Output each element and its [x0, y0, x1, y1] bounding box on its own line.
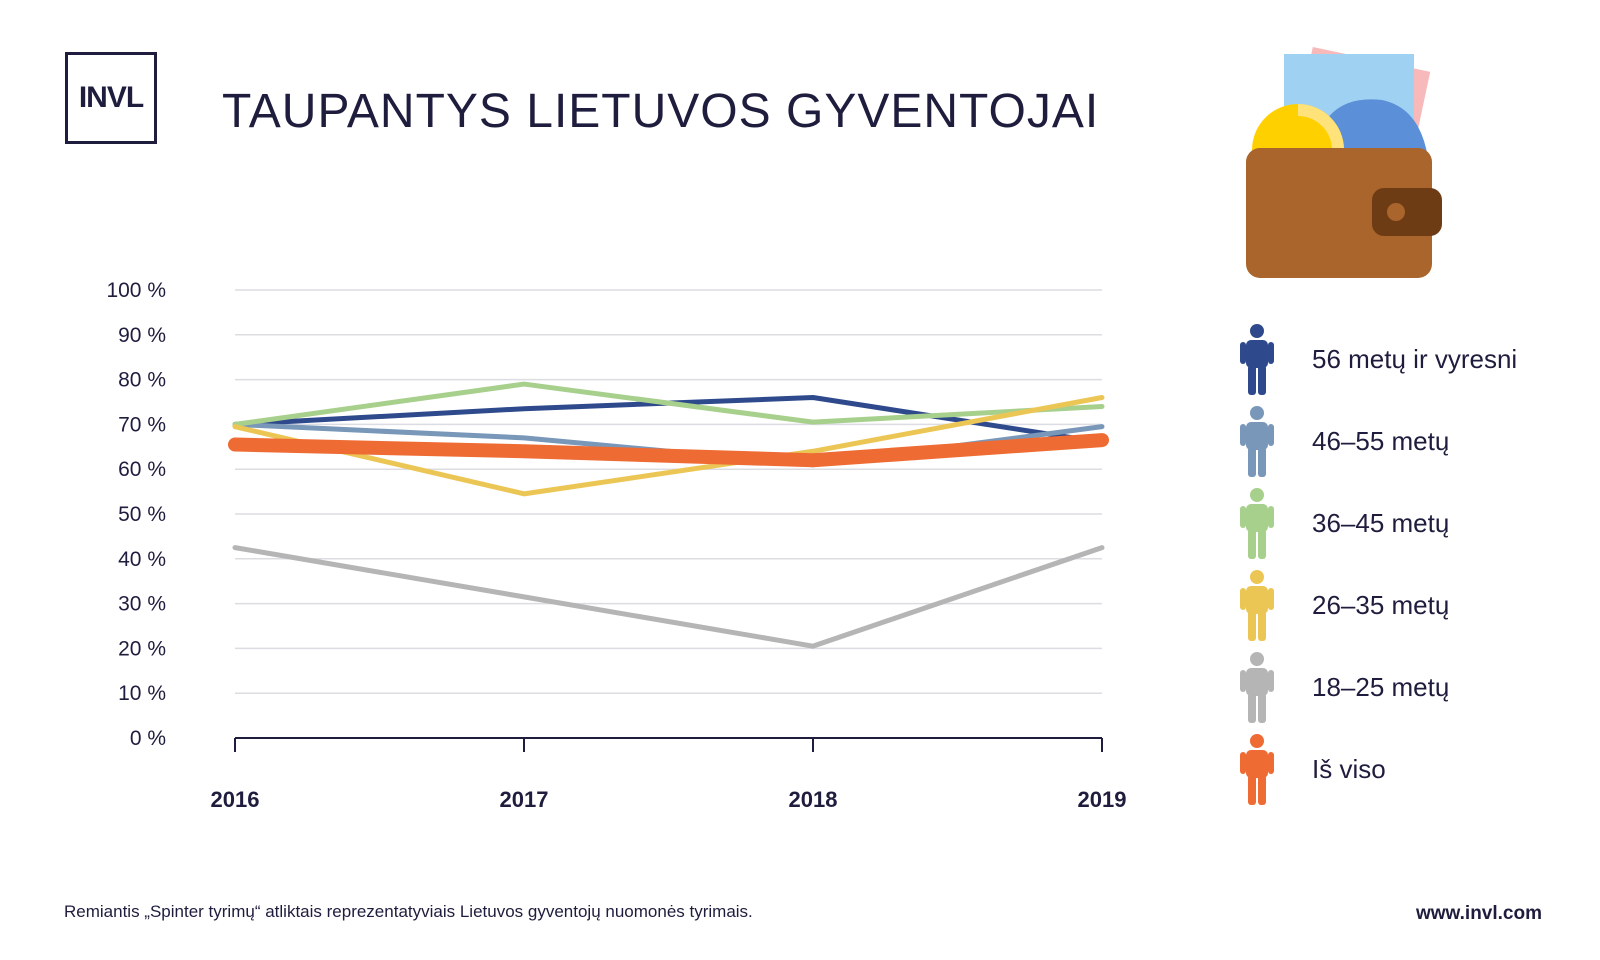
y-tick-label: 30 %	[118, 593, 166, 616]
source-footnote: Remiantis „Spinter tyrimų“ atliktais rep…	[64, 902, 753, 921]
person-icon	[1240, 652, 1274, 723]
x-tick-label: 2017	[500, 787, 549, 812]
person-icon	[1240, 734, 1274, 805]
legend-label: 18–25 metų	[1312, 671, 1450, 702]
legend-item: 36–45 metų	[1238, 482, 1578, 564]
series-line	[232, 381, 1105, 427]
y-tick-label: 60 %	[118, 458, 166, 481]
series-line	[232, 545, 1105, 649]
website-link[interactable]: www.invl.com	[1416, 903, 1542, 924]
x-tick-label: 2019	[1078, 787, 1127, 812]
chart-legend: 56 metų ir vyresni 46–55 metų 36–45 metų 26…	[1238, 318, 1578, 810]
legend-item: 46–55 metų	[1238, 400, 1578, 482]
y-tick-label: 100 %	[106, 279, 166, 302]
legend-item: Iš viso	[1238, 728, 1578, 810]
legend-label: 26–35 metų	[1312, 589, 1450, 620]
y-tick-label: 40 %	[118, 548, 166, 571]
person-icon	[1240, 488, 1274, 559]
logo-text: INVL	[78, 81, 144, 114]
y-tick-label: 10 %	[118, 682, 166, 705]
legend-item: 56 metų ir vyresni	[1238, 318, 1578, 400]
series-line	[228, 433, 1109, 468]
person-icon	[1240, 324, 1274, 395]
series-line	[232, 395, 1105, 497]
y-tick-label: 20 %	[118, 637, 166, 660]
legend-label: 36–45 metų	[1312, 507, 1450, 538]
x-tick-label: 2016	[211, 787, 260, 812]
page-title: TAUPANTYS LIETUVOS GYVENTOJAI	[222, 85, 1100, 138]
legend-label: Iš viso	[1312, 753, 1386, 784]
person-icon	[1240, 406, 1274, 477]
invl-logo: INVL	[65, 52, 157, 144]
y-tick-label: 50 %	[118, 503, 166, 526]
y-tick-label: 90 %	[118, 324, 166, 347]
line-chart: 0 % 10 % 20 % 30 % 40 % 50 % 60 % 70 % 80 % 90 % 1…	[106, 279, 1127, 812]
y-tick-label: 70 %	[118, 413, 166, 436]
y-tick-label: 0 %	[130, 727, 166, 750]
legend-item: 26–35 metų	[1238, 564, 1578, 646]
wallet-icon	[1246, 46, 1442, 278]
legend-item: 18–25 metų	[1238, 646, 1578, 728]
y-tick-label: 80 %	[118, 369, 166, 392]
x-tick-label: 2018	[789, 787, 838, 812]
legend-label: 46–55 metų	[1312, 425, 1450, 456]
legend-label: 56 metų ir vyresni	[1312, 343, 1518, 374]
person-icon	[1240, 570, 1274, 641]
